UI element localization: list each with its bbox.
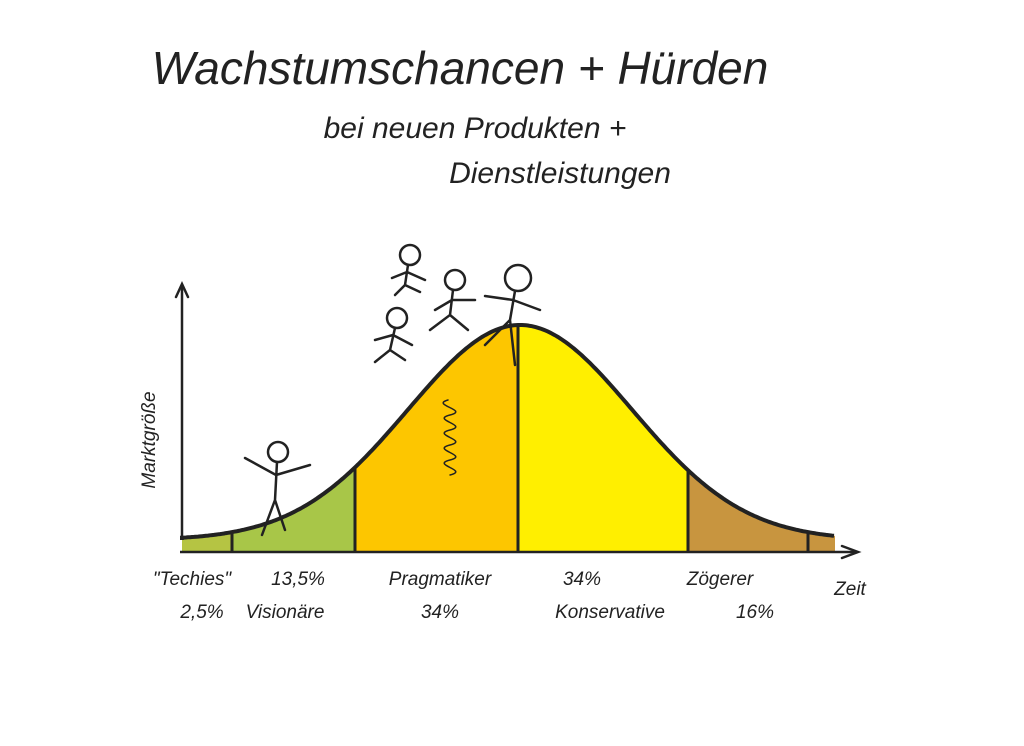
segment-share: 34%: [421, 602, 459, 623]
x-axis-label: Zeit: [833, 579, 866, 600]
subtitle: Dienstleistungen: [449, 157, 671, 190]
segment-name: Visionäre: [246, 602, 325, 623]
segment-name: "Techies": [153, 569, 233, 590]
stick-figures: [243, 243, 542, 537]
region: [518, 325, 688, 552]
curve-regions: [180, 323, 835, 552]
x-arrow: [840, 544, 862, 560]
segment-name: Konservative: [555, 602, 665, 623]
region: [688, 470, 808, 552]
region: [355, 325, 518, 552]
segment-name: Pragmatiker: [389, 569, 492, 590]
y-arrow: [174, 281, 190, 299]
subtitle: bei neuen Produkten +: [324, 112, 627, 145]
segment-share: 34%: [563, 569, 601, 590]
segment-share: 16%: [736, 602, 774, 623]
y-axis-label: Marktgröße: [139, 391, 160, 488]
segment-share: 13,5%: [271, 569, 325, 590]
title: Wachstumschancen + Hürden: [152, 42, 769, 94]
bell-curve: [180, 323, 835, 540]
segment-share: 2,5%: [179, 602, 223, 623]
segment-name: Zögerer: [686, 569, 754, 590]
region: [232, 467, 355, 552]
